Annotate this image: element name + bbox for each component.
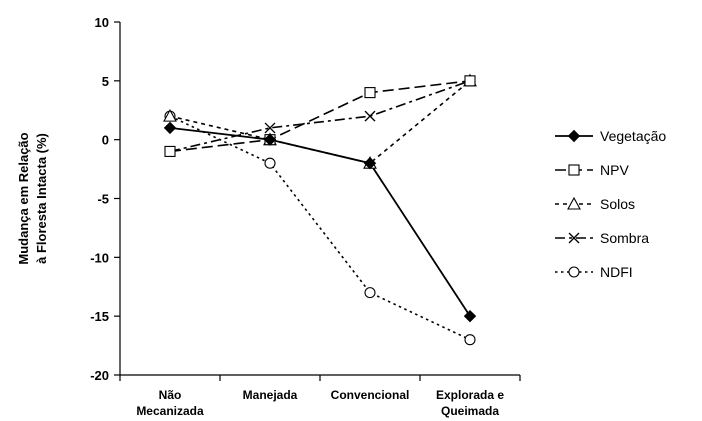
data-point-vegetação [263,133,277,146]
data-point-vegetação [363,156,377,170]
x-tick-label: Convencional [331,388,410,402]
x-tick-label: Não Mecanizada [136,388,204,418]
y-tick-label: 0 [102,133,109,148]
y-tick-label: -15 [90,309,109,324]
legend-label: NPV [600,162,629,178]
data-point-vegetação [163,121,177,135]
data-point-sombra [364,110,376,122]
x-tick-label: Manejada [243,388,298,402]
x-tick-label-line: Não [159,388,182,402]
chart-axes: 10 5 0 -5 -10 -15 -20 Não Mecanizada Manejada Conv… [16,15,521,418]
legend-label: Solos [600,196,635,212]
data-point-vegetação [463,309,477,323]
x-marker-stroke [364,110,376,122]
data-point-ndfi [364,287,376,299]
series-line-npv [169,80,471,153]
data-point-ndfi [264,157,276,169]
legend-label: NDFI [600,264,633,280]
legend-entry: NDFI [555,264,633,280]
data-point-npv [164,145,176,157]
x-tick-label-line: Explorada e [436,388,504,402]
data-point-solos [163,108,177,122]
x-tick-label-line: Queimada [441,404,499,418]
data-point-sombra [264,122,276,134]
x-tick-label-line: Manejada [243,388,298,402]
x-tick-label: Explorada e Queimada [436,388,504,418]
x-tick-label-line: Mecanizada [136,404,204,418]
data-point-npv [464,75,476,87]
y-tick-label: -10 [90,250,109,265]
y-tick-label: 10 [95,15,109,30]
legend-entry: NPV [555,162,629,178]
legend-entry: Vegetação [555,128,666,144]
y-tick-label: -20 [90,368,109,383]
x-marker-stroke [264,122,276,134]
legend-marker [568,266,580,278]
y-axis-title-line: Mudança em Relação [16,132,31,264]
legend-entry: Solos [555,196,635,212]
legend-label: Vegetação [600,128,666,144]
legend-marker [568,232,580,244]
y-tick-label: 5 [102,74,109,89]
y-axis-title: Mudança em Relação à Floresta Intacta (%) [16,132,49,264]
chart-series [163,73,477,346]
data-point-npv [364,87,376,99]
chart-legend: Vegetação NPV Solos Sombra NDFI [555,128,666,280]
legend-marker [567,129,581,143]
x-marker-stroke [568,232,580,244]
series-line-ndfi [169,115,471,341]
legend-label: Sombra [600,230,649,246]
legend-marker [568,164,580,176]
series-line-vegetação [169,127,471,317]
data-point-ndfi [464,334,476,346]
y-tick-label: -5 [97,192,109,207]
legend-marker [567,196,581,210]
legend-entry: Sombra [555,230,649,246]
series-line-sombra [169,80,471,153]
y-axis-title-line: à Floresta Intacta (%) [34,133,49,264]
x-tick-label-line: Convencional [331,388,410,402]
